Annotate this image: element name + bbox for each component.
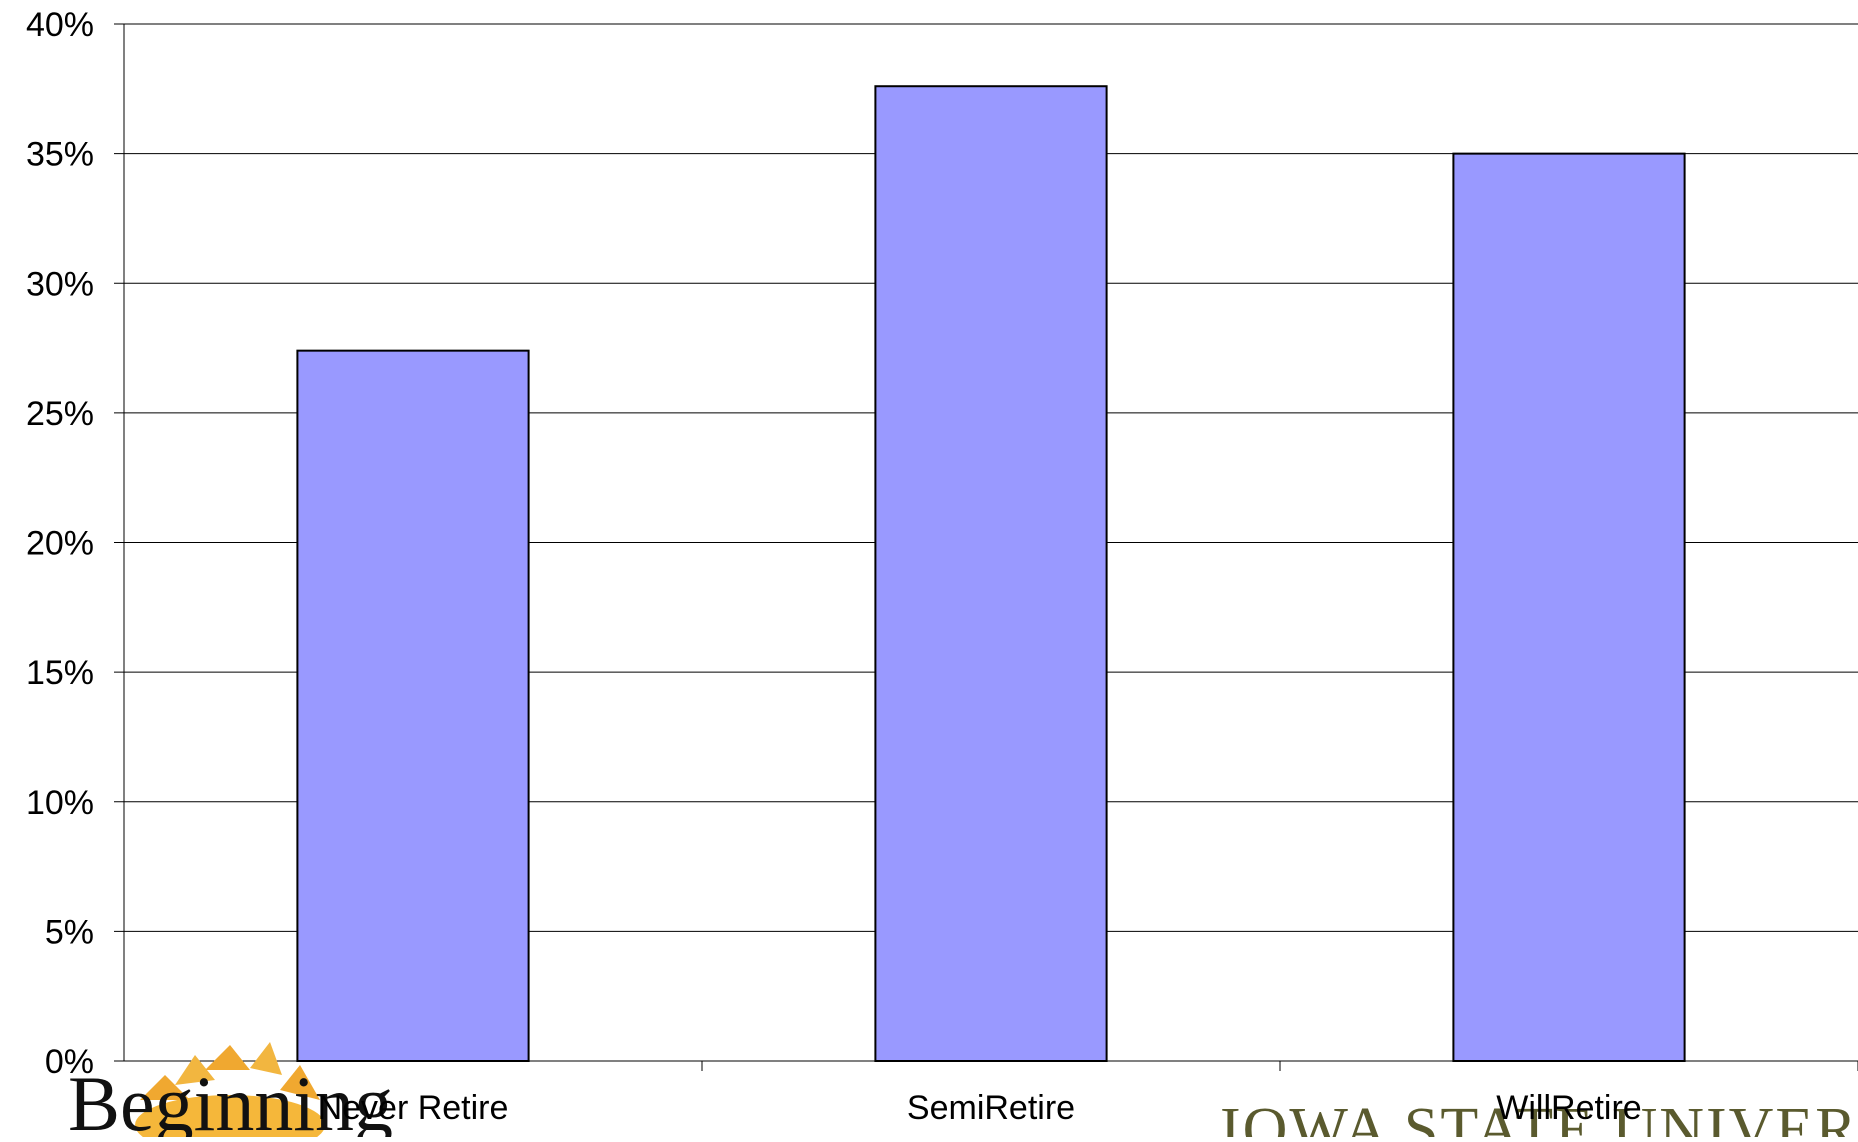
bar — [875, 86, 1106, 1061]
y-tick-label: 30% — [26, 265, 94, 303]
y-tick-label: 35% — [26, 136, 94, 174]
bar — [1453, 154, 1684, 1061]
y-tick-label: 5% — [45, 913, 94, 951]
bar — [297, 351, 528, 1061]
y-tick-label: 15% — [26, 654, 94, 692]
y-tick-label: 40% — [26, 6, 94, 44]
y-tick-label: 10% — [26, 784, 94, 822]
x-tick-marks — [702, 1061, 1858, 1071]
x-category-label: WillRetire — [1496, 1089, 1641, 1127]
bars — [297, 86, 1684, 1061]
y-tick-label: 25% — [26, 395, 94, 433]
y-tick-label: 20% — [26, 525, 94, 563]
x-category-label: SemiRetire — [907, 1089, 1075, 1127]
x-category-label: Never Retire — [318, 1089, 509, 1127]
y-tick-labels: 0%5%10%15%20%25%30%35%40% — [26, 6, 124, 1081]
